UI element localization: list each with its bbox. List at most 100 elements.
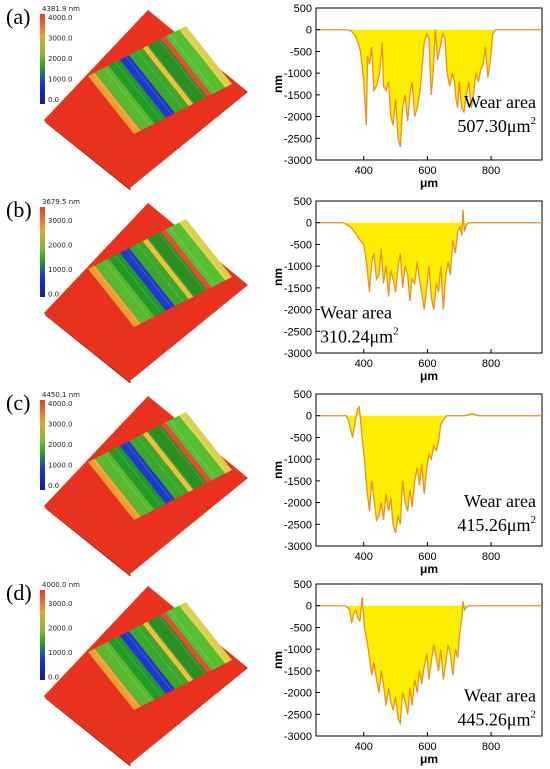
colorbar-tick-label: 2000.0: [48, 242, 73, 250]
y-tick-label: -500: [290, 46, 312, 58]
colorbar-tick-label: 2000.0: [48, 55, 73, 63]
wear-area-value: 507.30μm2: [457, 115, 536, 136]
x-tick-label: 600: [418, 358, 436, 370]
colorbar-tick-label: 2000.0: [48, 441, 73, 449]
colorbar-tick-label: 4000.0: [48, 400, 73, 408]
panel-letter: (c): [6, 390, 31, 415]
x-tick-label: 600: [418, 551, 436, 563]
x-axis-title: μm: [420, 752, 438, 766]
y-tick-label: -500: [290, 239, 312, 251]
wear-area-value: 445.26μm2: [457, 708, 536, 729]
y-tick-label: -2500: [284, 326, 312, 338]
y-tick-label: -2500: [284, 519, 312, 531]
y-axis-title: nm: [271, 268, 285, 286]
y-tick-label: -1000: [284, 454, 312, 466]
y-tick-label: 0: [306, 25, 312, 37]
wear-track: [88, 219, 232, 327]
panel-b: (b) 3679.5 nm 3000.0 2000.0 1000.0 0.0 500 0 -50…: [0, 195, 550, 385]
y-tick-label: -2000: [284, 112, 312, 124]
y-tick-label: -1000: [284, 644, 312, 656]
colorbar: [40, 400, 45, 490]
colorbar-tick-label: 0.0: [48, 674, 59, 682]
y-tick-label: -2000: [284, 688, 312, 700]
colorbar-tick-label: 1000.0: [48, 462, 73, 470]
colorbar: [40, 14, 45, 104]
colorbar-tick-label: 1000.0: [48, 76, 73, 84]
colorbar: [40, 590, 45, 680]
profile-chart: 500 0 -500 -1000 -1500 -2000 -2500 -3000 400 600 8…: [271, 389, 543, 576]
y-tick-label: 500: [294, 3, 312, 15]
wear-area-fill: [316, 407, 542, 533]
wear-area-unit-exponent: 2: [531, 514, 537, 526]
colorbar-tick-label: 0.0: [48, 96, 59, 104]
colorbar-tick-label: 4000.0: [48, 14, 73, 22]
y-tick-label: -3000: [284, 155, 312, 167]
y-tick-label: 0: [306, 218, 312, 230]
panel-letter: (b): [6, 197, 32, 222]
y-tick-label: -1500: [284, 283, 312, 295]
panel-letter: (d): [6, 580, 32, 605]
colorbar-max-label: 4000.0 nm: [42, 581, 80, 589]
wear-area-value: 310.24μm2: [320, 325, 399, 346]
wear-area-unit-exponent: 2: [531, 708, 537, 720]
surface-3d-map: 4000.0 nm 3000.0 2000.0 1000.0 0.0: [40, 581, 248, 766]
x-axis-title: μm: [420, 369, 438, 383]
profile-chart: 500 0 -500 -1000 -1500 -2000 -2500 -3000 400 600 8…: [271, 579, 543, 766]
plot-frame: [315, 393, 543, 547]
wear-area-value: 415.26μm2: [457, 514, 536, 535]
wear-area-label: Wear area: [464, 491, 536, 511]
x-tick-label: 800: [482, 165, 500, 177]
x-tick-label: 400: [355, 741, 373, 753]
wear-track: [88, 602, 232, 710]
surface-3d-map: 3679.5 nm 3000.0 2000.0 1000.0 0.0: [40, 198, 248, 383]
colorbar-tick-label: 0.0: [48, 291, 59, 299]
plot-frame: [315, 7, 543, 161]
colorbar-tick-label: 3000.0: [48, 217, 73, 225]
x-tick-label: 600: [418, 741, 436, 753]
colorbar-tick-label: 3000.0: [48, 35, 73, 43]
x-tick-label: 600: [418, 165, 436, 177]
colorbar-max-label: 3679.5 nm: [42, 198, 80, 206]
panel-d: (d) 4000.0 nm 3000.0 2000.0 1000.0 0.0 500 0 -50…: [0, 578, 550, 768]
x-tick-label: 800: [482, 358, 500, 370]
y-tick-label: 500: [294, 389, 312, 401]
wear-area-fill: [316, 209, 542, 310]
wear-area-label: Wear area: [320, 302, 392, 322]
y-tick-label: -2500: [284, 133, 312, 145]
y-tick-label: 500: [294, 579, 312, 591]
x-tick-label: 400: [355, 358, 373, 370]
profile-line: [316, 596, 542, 726]
wear-area-unit-exponent: 2: [531, 115, 537, 127]
colorbar-tick-label: 1000.0: [48, 266, 73, 274]
profile-line: [316, 405, 542, 534]
y-tick-label: -3000: [284, 731, 312, 743]
profile-chart: 500 0 -500 -1000 -1500 -2000 -2500 -3000 400 600 8…: [271, 196, 543, 383]
y-tick-label: -1000: [284, 68, 312, 80]
panel-c: (c) 4450.1 nm 4000.0 3000.0 2000.0 1000.0 0.0 5…: [0, 388, 550, 578]
colorbar-max-label: 4450.1 nm: [42, 391, 80, 399]
wear-track: [88, 26, 232, 134]
y-tick-label: -3000: [284, 348, 312, 360]
profile-chart: 500 0 -500 -1000 -1500 -2000 -2500 -3000 400 600 8…: [271, 3, 543, 190]
colorbar-tick-label: 2000.0: [48, 625, 73, 633]
wear-area-unit: μm: [507, 709, 531, 729]
colorbar: [40, 207, 45, 297]
wear-area-unit: μm: [507, 116, 531, 136]
y-tick-label: -500: [290, 432, 312, 444]
wear-area-number: 445.26: [457, 709, 507, 729]
y-tick-label: 500: [294, 196, 312, 208]
x-axis-title: μm: [420, 562, 438, 576]
colorbar-tick-label: 3000.0: [48, 421, 73, 429]
y-tick-label: -2000: [284, 305, 312, 317]
panel-letter: (a): [6, 4, 31, 29]
plot-frame: [315, 583, 543, 737]
y-tick-label: -2500: [284, 709, 312, 721]
wear-area-unit: μm: [507, 515, 531, 535]
colorbar-tick-label: 3000.0: [48, 600, 73, 608]
colorbar-max-label: 4381.9 nm: [42, 5, 80, 13]
y-tick-label: -1000: [284, 261, 312, 273]
y-axis-title: nm: [271, 651, 285, 669]
x-tick-label: 800: [482, 551, 500, 563]
wear-area-number: 415.26: [457, 515, 507, 535]
